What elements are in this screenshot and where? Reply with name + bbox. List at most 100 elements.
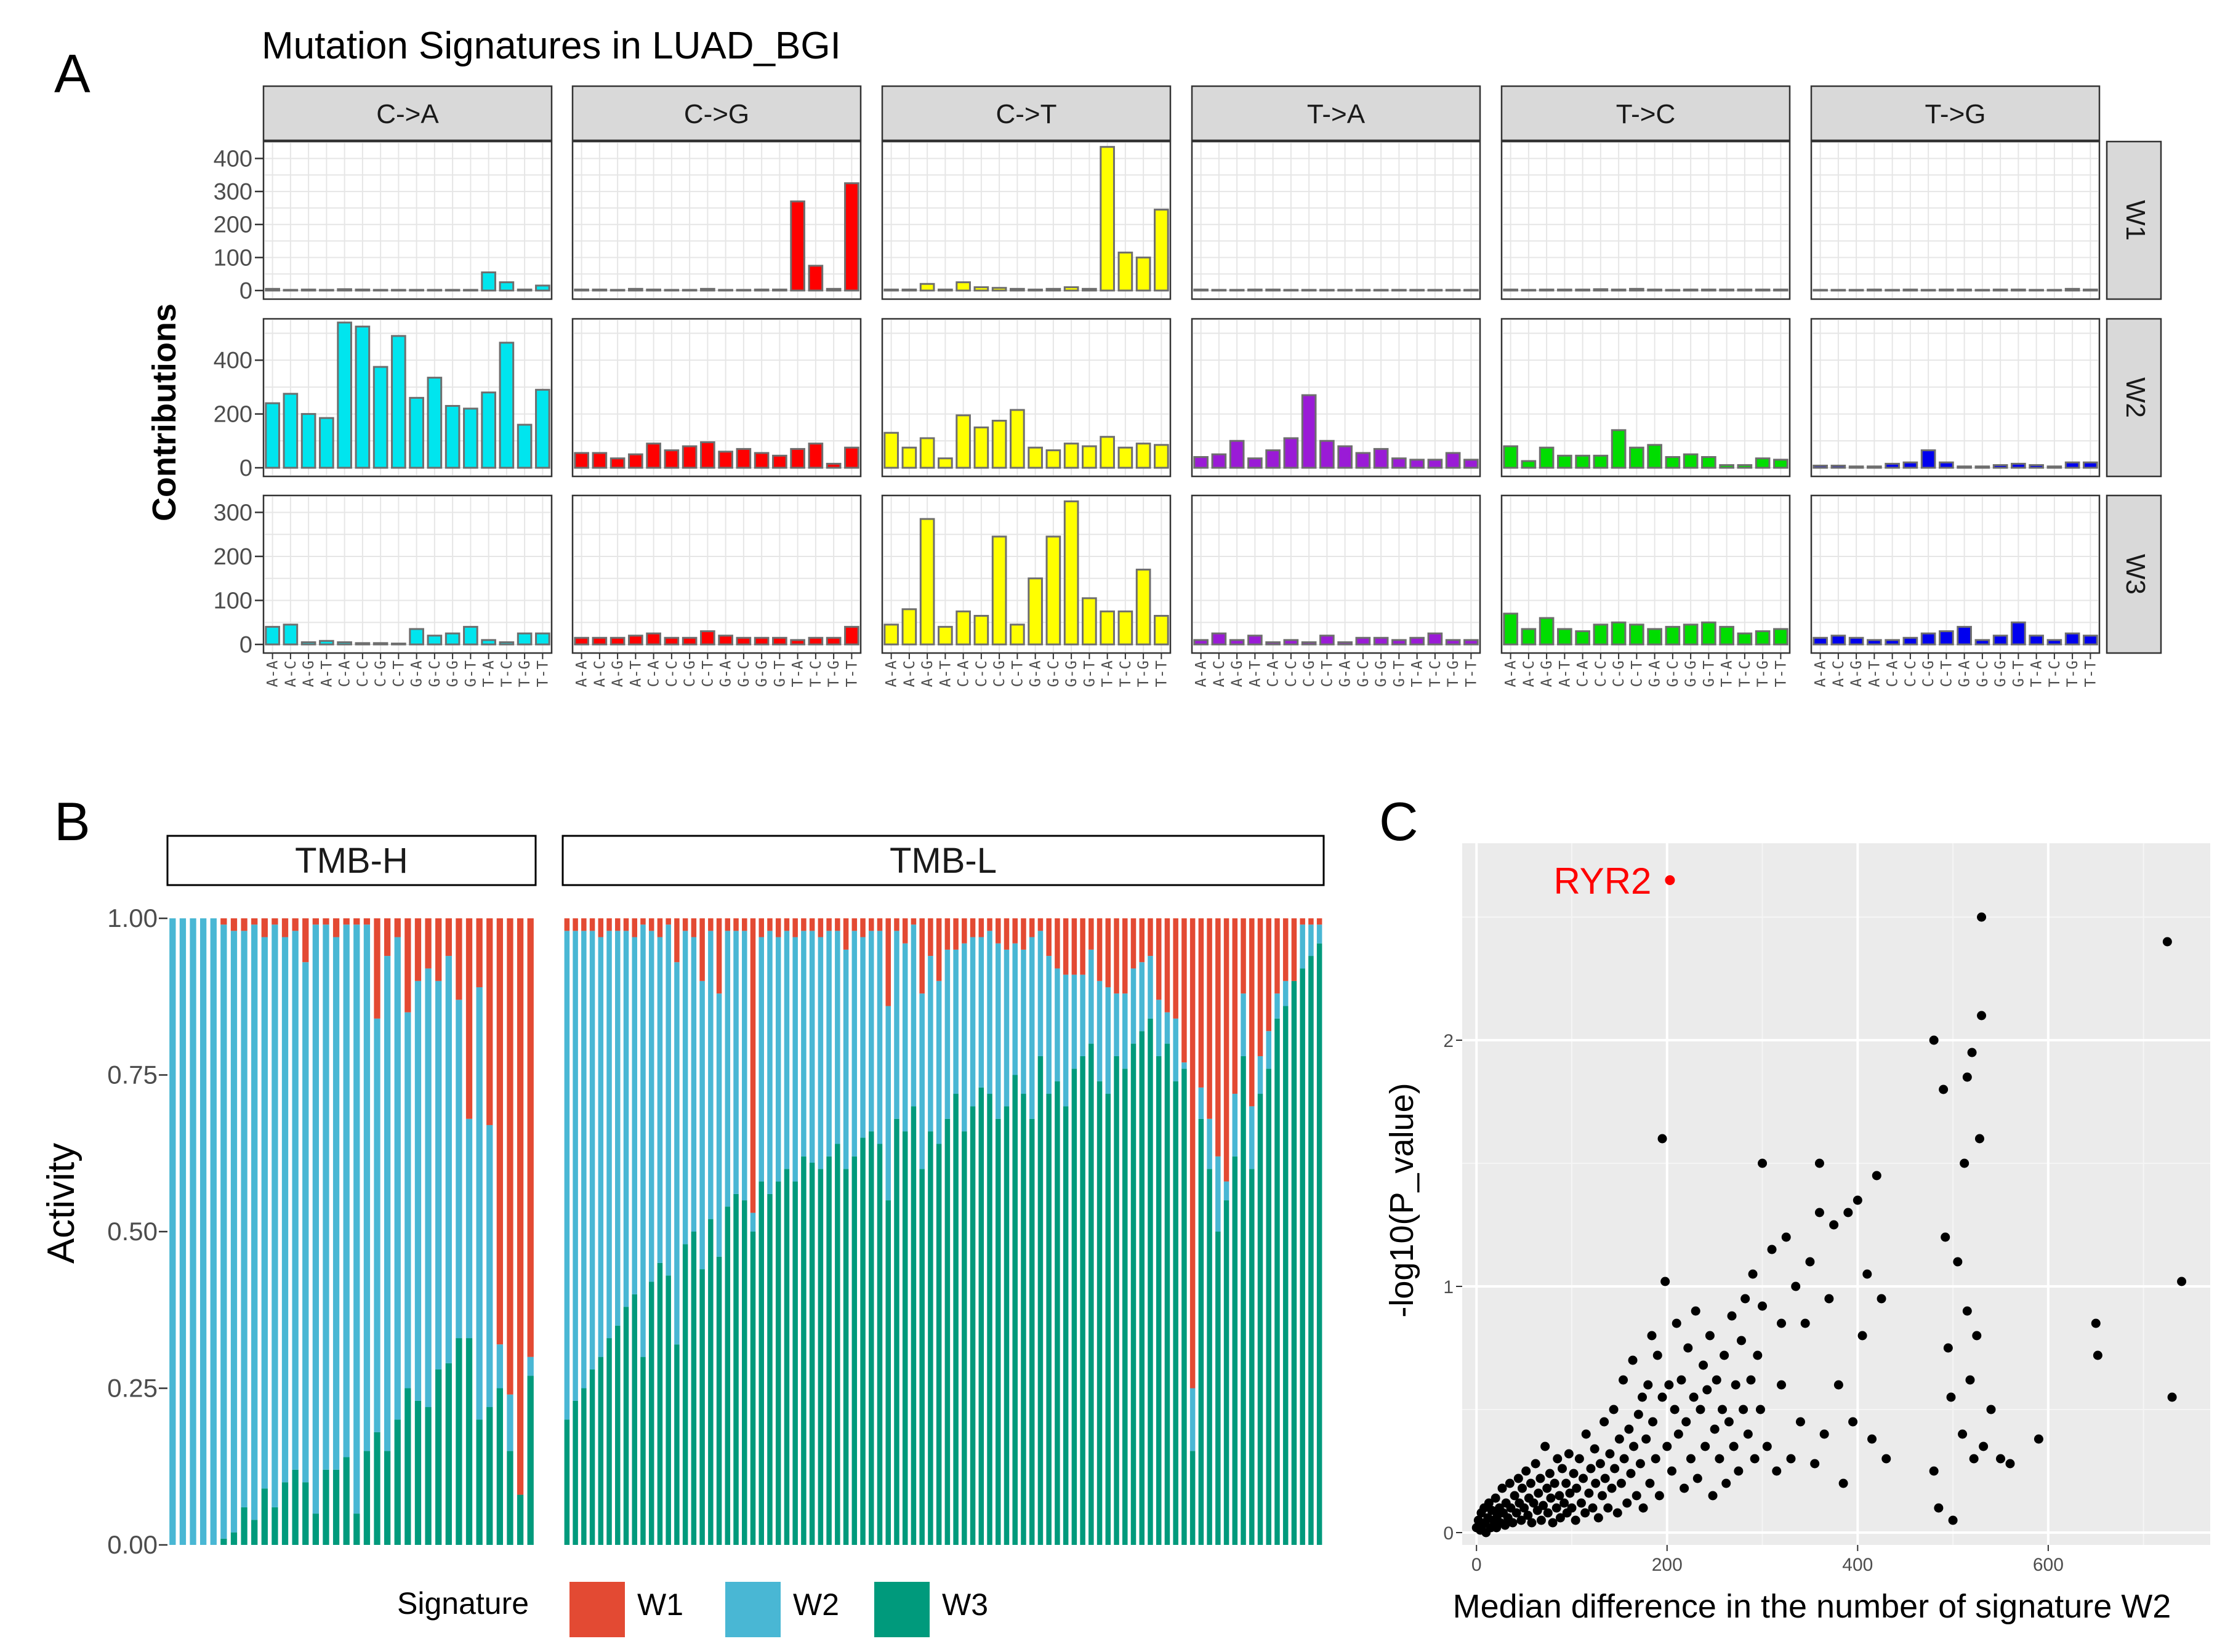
signature-bar xyxy=(2083,461,2098,469)
facet-row-strip-0 xyxy=(2106,140,2162,300)
activity-bar-w1 xyxy=(496,918,504,1345)
legend-label-w3: W3 xyxy=(942,1587,988,1622)
activity-bar-w1 xyxy=(1148,918,1153,956)
context-label: T-A xyxy=(789,660,807,687)
scatter-point xyxy=(1721,1478,1731,1488)
scatter-point xyxy=(1686,1454,1696,1464)
activity-bar-w3 xyxy=(716,1256,722,1545)
scatter-point xyxy=(1979,1441,1989,1451)
signature-bar xyxy=(1082,445,1097,469)
signature-bar xyxy=(1503,288,1518,292)
activity-bar-w3 xyxy=(648,1281,654,1545)
y-tick-label: 200 xyxy=(214,212,252,238)
activity-bar-w1 xyxy=(1037,918,1044,931)
activity-bar-w1 xyxy=(699,918,705,981)
facet-strip-tmb-h xyxy=(166,835,537,886)
activity-bar-w3 xyxy=(826,1156,832,1545)
stacked-bars: TMB-H TMB-L 0.00 0.25 0.50 0.75 1.00 xyxy=(107,835,1325,1559)
activity-bar-w1 xyxy=(792,918,798,937)
activity-bar-w2 xyxy=(1029,937,1035,1119)
scatter-point xyxy=(1810,1459,1820,1469)
activity-bar-w3 xyxy=(302,1482,309,1545)
signature-bar xyxy=(901,446,917,469)
context-label: T-G xyxy=(825,660,842,687)
scatter-point xyxy=(1616,1478,1626,1488)
scatter-point xyxy=(1633,1409,1643,1419)
y-tick-label: 400 xyxy=(214,348,252,374)
activity-bar-w2 xyxy=(1096,980,1103,1081)
signature-bar xyxy=(646,632,661,646)
activity-bar-w2 xyxy=(312,924,320,1514)
scatter-point xyxy=(1605,1449,1615,1459)
activity-bar-w1 xyxy=(911,918,917,925)
activity-bar-w3 xyxy=(640,1357,646,1545)
scatter-point xyxy=(1960,1158,1970,1168)
signature-bar xyxy=(1920,449,1936,469)
scatter-point xyxy=(1561,1478,1571,1488)
signature-bar xyxy=(844,182,859,292)
scatter-point xyxy=(1986,1405,1996,1414)
activity-bar-w2 xyxy=(1156,1000,1162,1056)
context-label: T-G xyxy=(1444,660,1462,687)
signature-bar xyxy=(1100,436,1115,469)
activity-bar-w3 xyxy=(1223,1200,1229,1545)
signature-bar xyxy=(2011,621,2026,646)
activity-bar-w1 xyxy=(818,918,824,937)
signature-bar xyxy=(919,437,935,469)
scatter-point xyxy=(1648,1417,1658,1427)
signature-bar xyxy=(901,608,917,646)
context-label: C-A xyxy=(645,660,662,687)
activity-bar-w1 xyxy=(272,918,278,925)
facet-panel-background xyxy=(1810,140,2101,300)
activity-bar-w2 xyxy=(978,937,984,1088)
signature-bar xyxy=(1010,409,1025,469)
legend-swatch-w3 xyxy=(874,1582,930,1637)
signature-bar xyxy=(1611,429,1627,469)
activity-bar-w3 xyxy=(860,1137,866,1545)
scatter-point xyxy=(1967,1048,1977,1057)
activity-bar-w1 xyxy=(1130,918,1137,969)
activity-bar-w2 xyxy=(1004,949,1010,1107)
signature-bar xyxy=(2011,288,2026,292)
signature-bar xyxy=(1010,624,1025,646)
scatter-point xyxy=(1603,1503,1613,1513)
signature-bar xyxy=(1575,288,1590,292)
context-label: A-C xyxy=(901,660,918,687)
activity-bar-w1 xyxy=(384,918,391,956)
scatter-point xyxy=(1664,1380,1674,1390)
y-tick-label: 100 xyxy=(214,588,252,614)
signature-bar xyxy=(736,447,752,469)
signature-bar xyxy=(1957,465,1972,469)
signature-bar xyxy=(1028,577,1043,646)
activity-bar-w2 xyxy=(843,949,849,1169)
activity-bar-w2 xyxy=(1316,924,1322,944)
scatter-point xyxy=(1531,1459,1540,1469)
scatter-point xyxy=(1731,1380,1740,1390)
activity-bar-w2 xyxy=(496,1344,504,1389)
activity-bar-w3 xyxy=(606,1338,612,1545)
scatter-point xyxy=(1551,1503,1561,1513)
context-label: A-T xyxy=(1865,660,1883,687)
scatter-point xyxy=(1702,1385,1712,1395)
activity-bar-w3 xyxy=(1148,1018,1153,1545)
signature-bar xyxy=(372,366,388,469)
signature-bar xyxy=(1867,465,1882,469)
activity-bar-w3 xyxy=(1266,1069,1271,1545)
signature-bar xyxy=(2046,465,2062,469)
scatter-point xyxy=(1491,1493,1500,1503)
activity-bar-w3 xyxy=(292,1469,299,1545)
signature-bar xyxy=(700,630,715,646)
signature-bar xyxy=(265,287,280,292)
activity-bar-w2 xyxy=(435,980,442,1369)
activity-bar-w3 xyxy=(1114,1056,1119,1545)
facet-row-strip-1 xyxy=(2106,318,2162,478)
context-label: C-T xyxy=(390,660,407,687)
activity-bar-w3 xyxy=(851,1156,858,1545)
scatter-point xyxy=(1670,1405,1680,1414)
scatter-point xyxy=(1555,1513,1565,1523)
activity-bar-w1 xyxy=(885,918,891,1006)
activity-bar-w3 xyxy=(220,1538,227,1545)
activity-bar-w1 xyxy=(826,918,832,931)
activity-bar-w2 xyxy=(962,943,967,1132)
activity-bar-w2 xyxy=(169,918,176,1545)
